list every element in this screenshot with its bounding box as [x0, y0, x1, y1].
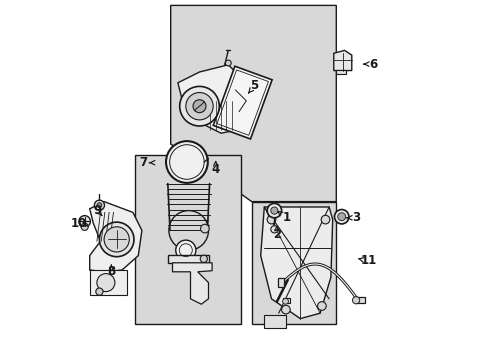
- Polygon shape: [89, 202, 142, 272]
- Text: 11: 11: [360, 255, 376, 267]
- Bar: [89, 270, 127, 295]
- Text: 5: 5: [250, 79, 258, 92]
- Circle shape: [281, 305, 289, 314]
- Bar: [335, 70, 346, 74]
- Circle shape: [200, 255, 207, 262]
- Bar: [134, 155, 241, 324]
- Circle shape: [104, 227, 129, 252]
- Circle shape: [225, 60, 231, 66]
- Circle shape: [97, 203, 102, 208]
- Circle shape: [270, 226, 277, 233]
- Polygon shape: [333, 50, 351, 71]
- Circle shape: [97, 274, 115, 292]
- Circle shape: [166, 141, 207, 183]
- Circle shape: [270, 207, 277, 214]
- Bar: [264, 315, 285, 328]
- Circle shape: [317, 302, 325, 310]
- Text: 7: 7: [139, 156, 147, 169]
- Polygon shape: [172, 263, 212, 304]
- Text: 9: 9: [93, 204, 102, 217]
- Circle shape: [179, 86, 219, 126]
- Circle shape: [282, 298, 288, 304]
- Text: 6: 6: [368, 58, 377, 71]
- Bar: [282, 298, 289, 303]
- Polygon shape: [170, 5, 336, 202]
- Circle shape: [96, 288, 103, 295]
- Bar: [277, 278, 284, 287]
- Circle shape: [200, 224, 209, 233]
- Text: 1: 1: [282, 211, 290, 224]
- Circle shape: [79, 216, 90, 227]
- Polygon shape: [260, 207, 332, 319]
- Text: 3: 3: [351, 211, 360, 224]
- Circle shape: [175, 240, 196, 260]
- Polygon shape: [213, 66, 271, 139]
- Circle shape: [99, 222, 134, 257]
- Circle shape: [81, 223, 88, 230]
- Circle shape: [337, 213, 345, 221]
- Bar: [167, 255, 209, 263]
- Circle shape: [321, 215, 329, 224]
- Bar: [355, 297, 365, 303]
- Circle shape: [185, 93, 213, 120]
- Bar: [251, 202, 336, 324]
- Circle shape: [266, 203, 281, 218]
- Circle shape: [352, 297, 359, 304]
- Text: 4: 4: [211, 163, 220, 176]
- Text: 8: 8: [107, 265, 115, 278]
- Circle shape: [266, 215, 275, 224]
- Circle shape: [94, 200, 104, 210]
- Circle shape: [193, 100, 205, 113]
- Text: 10: 10: [71, 217, 87, 230]
- Text: 2: 2: [272, 228, 281, 240]
- Polygon shape: [178, 65, 246, 133]
- Circle shape: [334, 210, 348, 224]
